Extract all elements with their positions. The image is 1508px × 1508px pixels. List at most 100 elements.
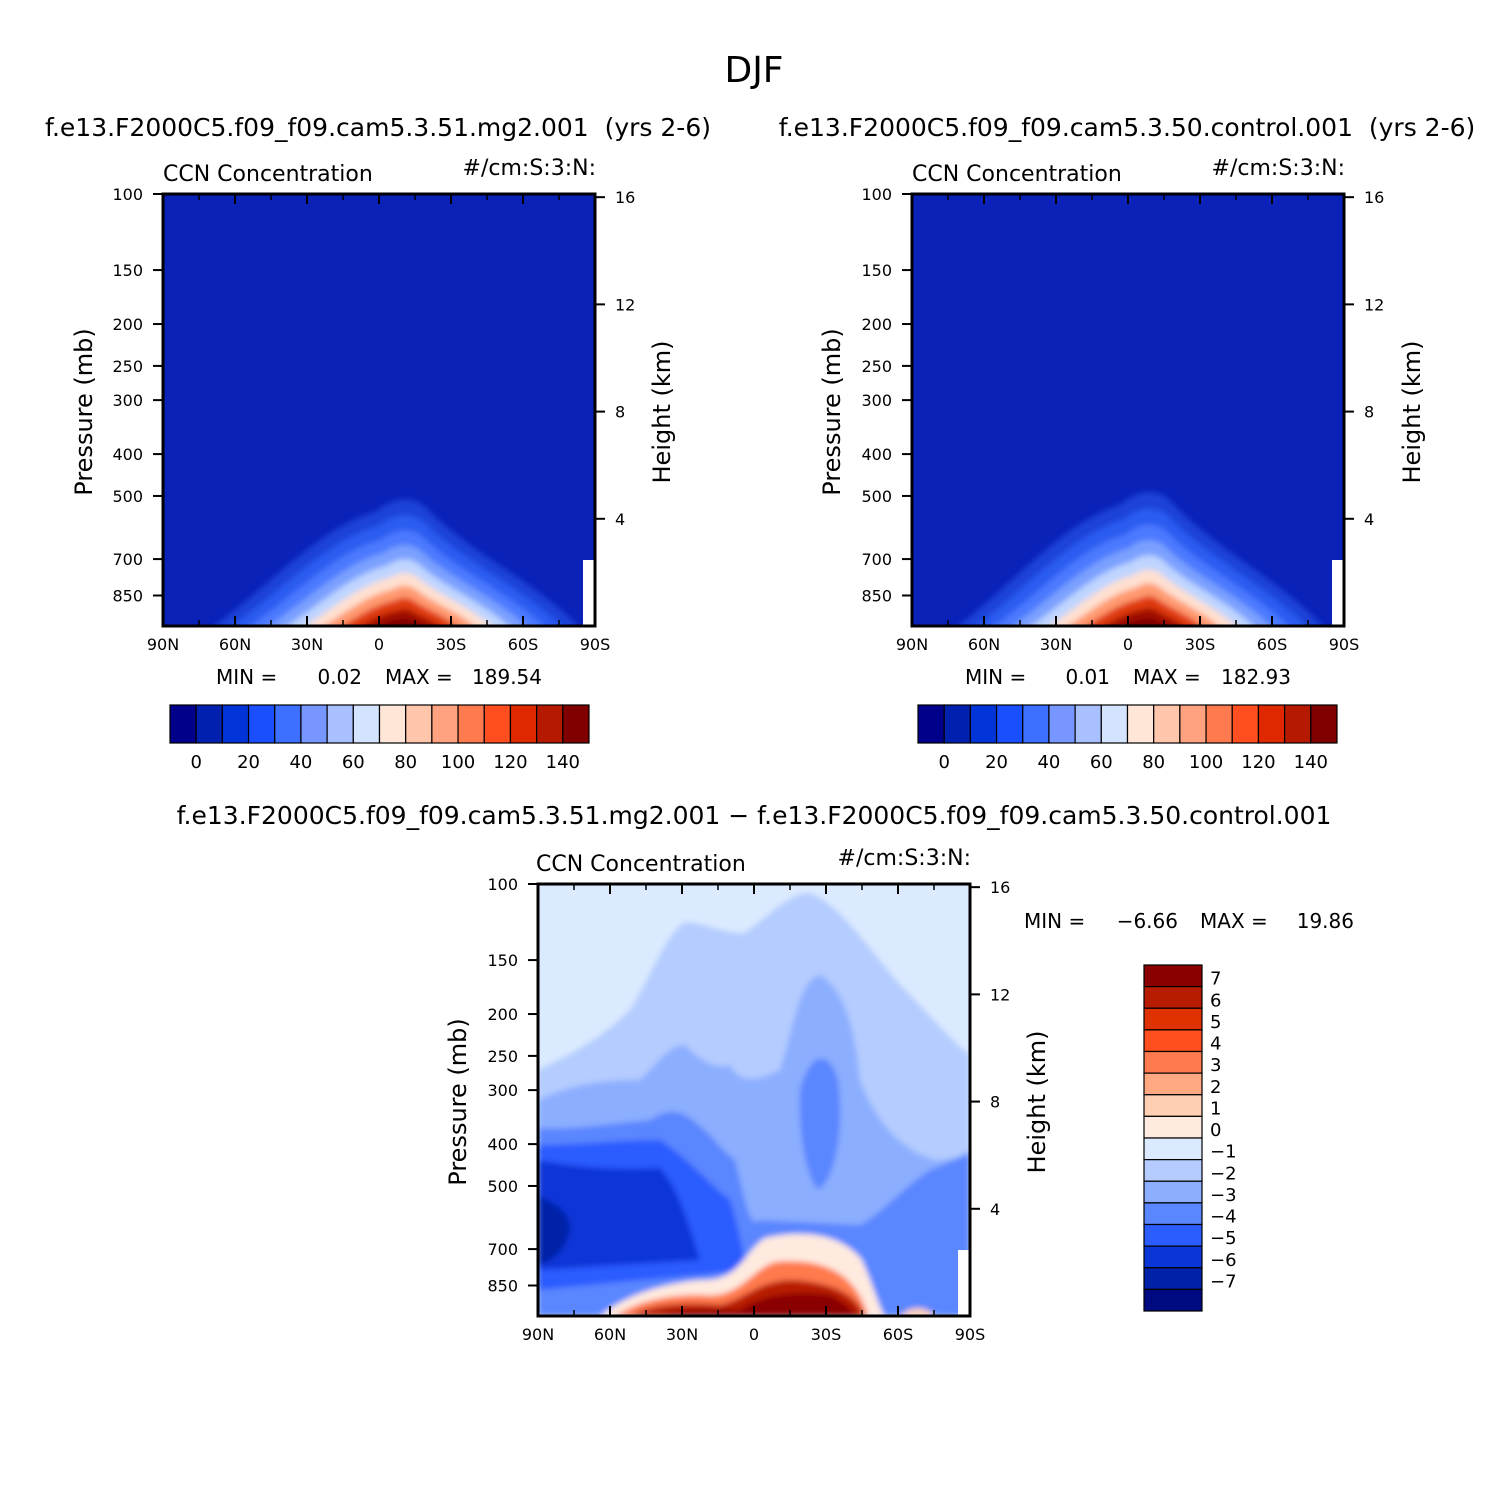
y-right-tick-label: 4 xyxy=(1364,510,1374,529)
colorbar-box xyxy=(1310,704,1338,744)
x-tick-label: 90S xyxy=(580,635,611,654)
max-value: 182.93 xyxy=(1221,665,1291,689)
x-tick-label: 60S xyxy=(883,1325,914,1344)
y-tick-label: 200 xyxy=(112,315,143,334)
colorbar-box xyxy=(995,704,1024,744)
colorbar-box xyxy=(483,704,512,744)
colorbar-box xyxy=(1143,1050,1203,1074)
colorbar-box xyxy=(169,704,197,744)
x-tick-label: 90S xyxy=(955,1325,986,1344)
panel-difference: f.e13.F2000C5.f09_f09.cam5.3.51.mg2.001 … xyxy=(177,801,1354,1344)
max-value: 19.86 xyxy=(1297,909,1354,933)
x-tick-label: 0 xyxy=(749,1325,759,1344)
y-tick-label: 200 xyxy=(487,1005,518,1024)
y-tick-label: 850 xyxy=(487,1277,518,1296)
colorbar-box xyxy=(1143,1288,1203,1312)
min-value: −6.66 xyxy=(1117,909,1178,933)
y-tick-label: 250 xyxy=(487,1047,518,1066)
y-tick-label: 850 xyxy=(112,587,143,606)
contour-minus6 xyxy=(538,1160,700,1270)
colorbar-box xyxy=(1143,1180,1203,1204)
y-axis-ticks: 100 150 200 250 300 400 500 700 850 xyxy=(487,875,538,1296)
x-tick-label: 60N xyxy=(968,635,1000,654)
colorbar-tick-label: 140 xyxy=(1294,752,1328,773)
y-tick-label: 300 xyxy=(487,1081,518,1100)
colorbar-box xyxy=(1143,1115,1203,1139)
colorbar-tick-label: 0 xyxy=(1210,1120,1221,1141)
y-tick-label: 400 xyxy=(861,445,892,464)
colorbar-tick-label: 20 xyxy=(237,752,260,773)
x-tick-label: 90S xyxy=(1329,635,1360,654)
x-tick-label: 60N xyxy=(219,635,251,654)
x-tick-label: 30S xyxy=(1185,635,1216,654)
colorbar-box xyxy=(1143,1072,1203,1096)
y-axis-right-label: Height (km) xyxy=(1023,1031,1051,1174)
colorbar-box xyxy=(300,704,328,744)
colorbar-box xyxy=(1257,704,1286,744)
contour-0-right xyxy=(900,1308,935,1316)
colorbar-tick-label: 60 xyxy=(342,752,365,773)
y-right-tick-label: 16 xyxy=(615,188,635,207)
contour-minus7 xyxy=(538,1195,570,1265)
contour-7-surface xyxy=(660,1293,858,1316)
colorbar-box xyxy=(274,704,302,744)
colorbar-tick-label: 1 xyxy=(1210,1098,1221,1119)
colorbar-box xyxy=(1074,704,1102,744)
panel-case-title: f.e13.F2000C5.f09_f09.cam5.3.50.control.… xyxy=(779,113,1476,142)
y-tick-label: 200 xyxy=(861,315,892,334)
y-tick-label: 150 xyxy=(112,261,143,280)
colorbar-tick-label: 4 xyxy=(1210,1034,1221,1055)
y-tick-label: 500 xyxy=(112,487,143,506)
plume-contours xyxy=(214,499,579,626)
y-tick-label: 150 xyxy=(487,951,518,970)
colorbar-box xyxy=(536,704,564,744)
y-axis-label: Pressure (mb) xyxy=(70,328,98,495)
y-tick-label: 300 xyxy=(112,391,143,410)
colorbar-box xyxy=(1143,986,1203,1009)
y-tick-label: 300 xyxy=(861,391,892,410)
y-tick-label: 850 xyxy=(861,587,892,606)
colorbar-box xyxy=(1284,704,1312,744)
y-right-tick-label: 16 xyxy=(990,878,1010,897)
panel-case-title: f.e13.F2000C5.f09_f09.cam5.3.51.mg2.001 … xyxy=(177,801,1332,830)
colorbar-tick-label: 60 xyxy=(1090,752,1113,773)
colorbar-box xyxy=(509,704,538,744)
y-tick-label: 100 xyxy=(861,185,892,204)
colorbar-tick-label: 100 xyxy=(441,752,475,773)
colorbar-box xyxy=(352,704,381,744)
colorbar-tick-label: −4 xyxy=(1210,1207,1237,1228)
x-tick-label: 60S xyxy=(508,635,539,654)
colorbar: 0 20 40 60 80 100 120 140 xyxy=(917,704,1338,773)
colorbar-box xyxy=(326,704,354,744)
contour-minus4-inner xyxy=(799,1058,841,1190)
colorbar-tick-label: 100 xyxy=(1189,752,1223,773)
colorbar-box xyxy=(1100,704,1129,744)
x-tick-label: 90N xyxy=(896,635,928,654)
y-tick-label: 500 xyxy=(487,1177,518,1196)
min-value: 0.02 xyxy=(317,665,362,689)
panel-variable-label: CCN Concentration xyxy=(536,852,746,877)
colorbar-box xyxy=(431,704,459,744)
x-tick-label: 30S xyxy=(811,1325,842,1344)
max-label: MAX = xyxy=(1200,909,1268,933)
colorbar-box xyxy=(247,704,276,744)
y-right-tick-label: 12 xyxy=(615,295,635,314)
y-axis-right-ticks: 16 12 8 4 xyxy=(1344,188,1384,529)
colorbar-tick-label: 120 xyxy=(1241,752,1275,773)
colorbar-box xyxy=(1048,704,1076,744)
max-value: 189.54 xyxy=(472,665,542,689)
x-tick-label: 30N xyxy=(666,1325,698,1344)
colorbar-box xyxy=(1179,704,1207,744)
colorbar-box xyxy=(1153,704,1181,744)
plume-contour-level xyxy=(1123,618,1167,626)
panel-units-label: #/cm:S:3:N: xyxy=(838,846,971,871)
panel-variable-label: CCN Concentration xyxy=(912,162,1122,187)
y-tick-label: 700 xyxy=(487,1240,518,1259)
y-right-tick-label: 8 xyxy=(990,1093,1000,1112)
colorbar-tick-label: 140 xyxy=(546,752,580,773)
colorbar-box xyxy=(1143,1159,1203,1182)
colorbar-tick-label: −3 xyxy=(1210,1185,1237,1206)
y-right-tick-label: 8 xyxy=(1364,403,1374,422)
y-right-tick-label: 12 xyxy=(990,985,1010,1004)
